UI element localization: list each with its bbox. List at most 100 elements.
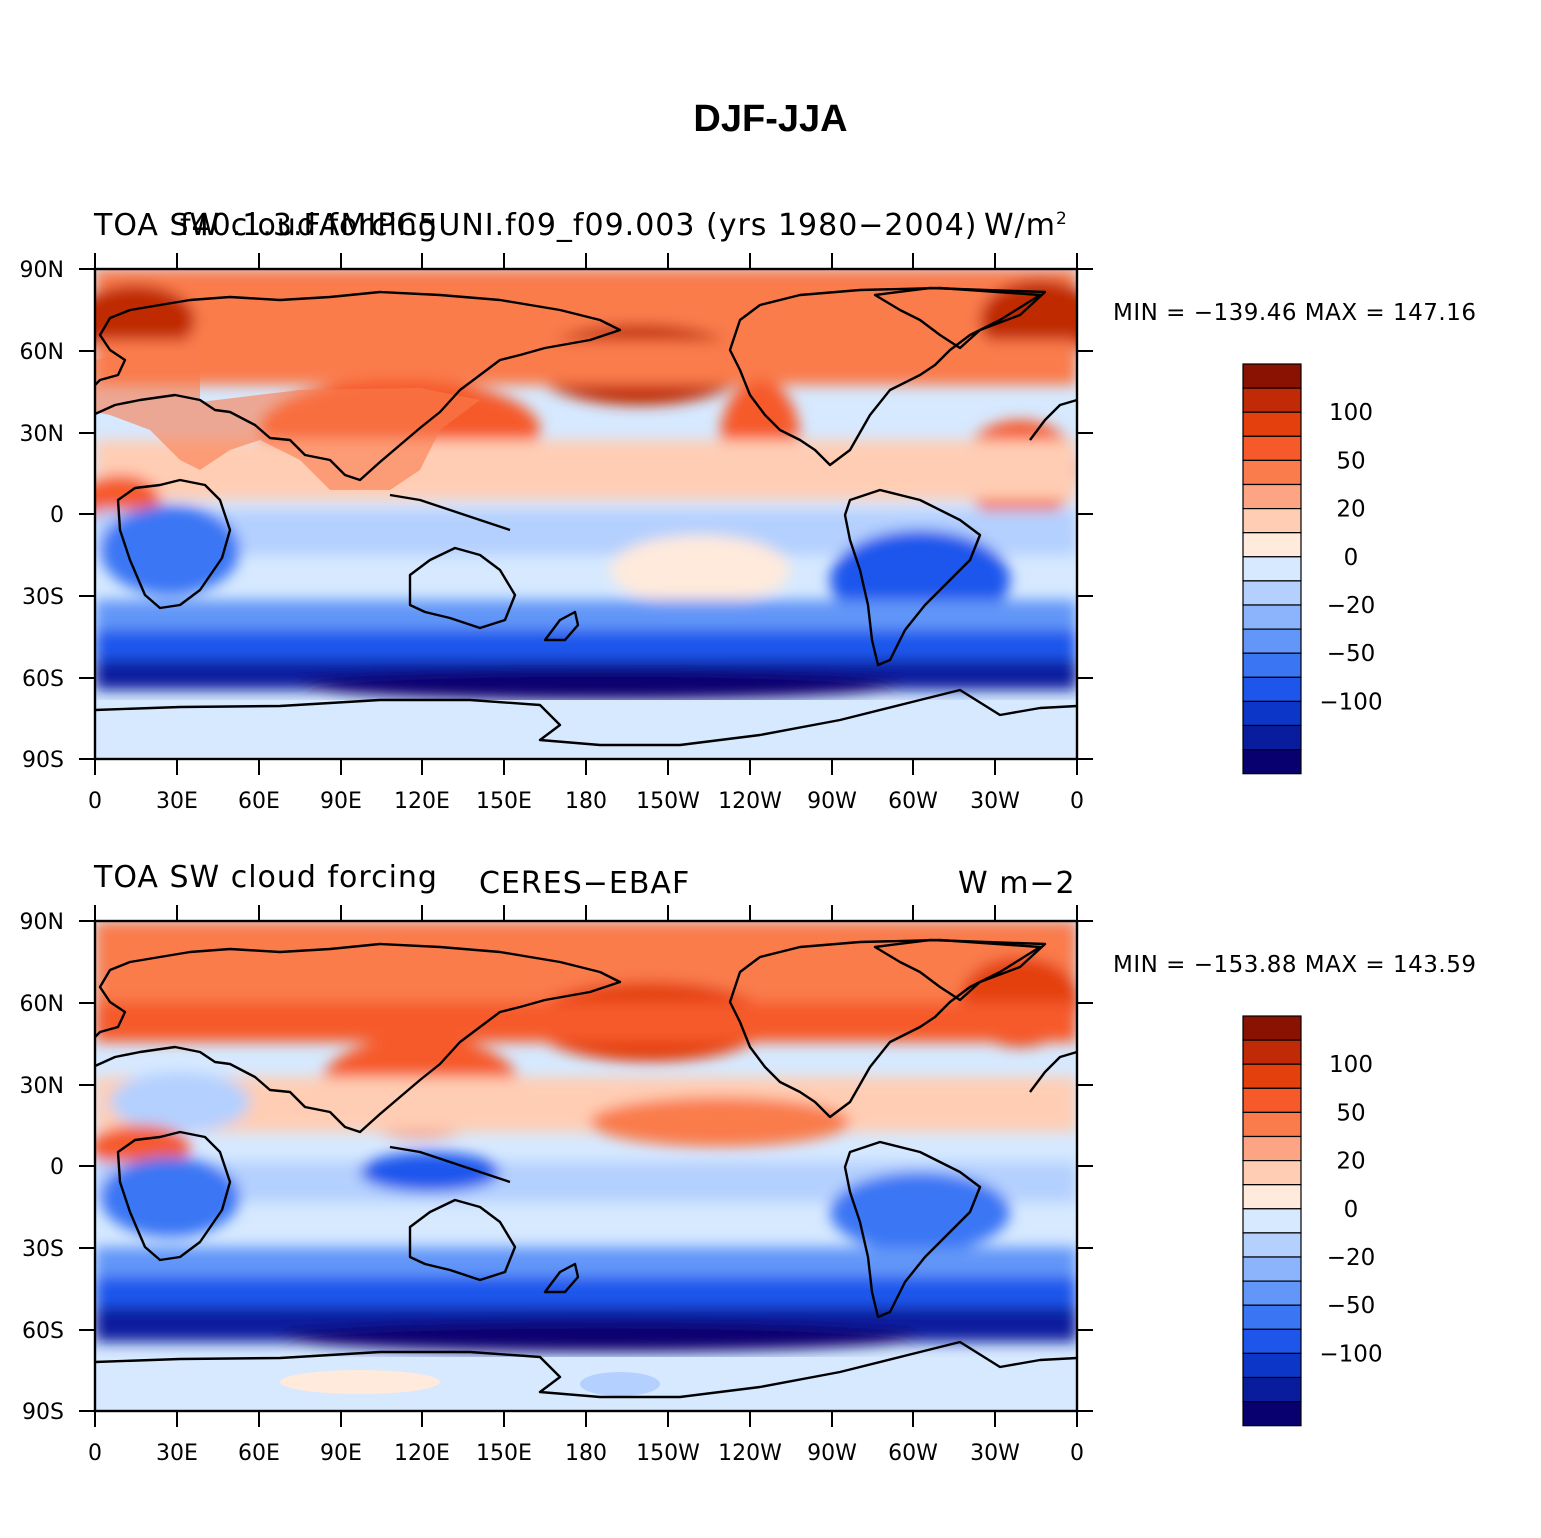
colorbar-swatch [1242,483,1302,510]
x-tick-label: 150E [476,1441,532,1466]
y-tick-label: 30S [22,1237,64,1262]
colorbar-swatch [1242,1232,1302,1258]
panel-model: TOA SW cloud forcing f40.1.3.FAMIPC5UNI.… [0,200,1541,860]
y-tick-label: 0 [50,503,64,528]
colorbar-swatch [1242,1135,1302,1162]
colorbar-swatch [1242,1160,1302,1186]
axis-ticks [79,905,1093,1427]
y-tick-label: 90N [20,910,64,935]
x-tick-label: 150W [636,789,700,814]
x-tick-label: 180 [565,789,607,814]
colorbar-swatch [1242,1400,1302,1427]
panel-units: W m−2 [958,866,1076,901]
colorbar-swatch [1242,1352,1302,1379]
colorbar-swatch [1242,748,1302,775]
colorbar-swatch [1242,1256,1302,1282]
panel-left-title: TOA SW cloud forcing [94,860,438,895]
y-tick-label: 90S [22,1400,64,1425]
colorbar-swatch [1242,1184,1302,1210]
y-tick-label: 30S [22,585,64,610]
x-tick-label: 60E [238,1441,280,1466]
x-tick-label: 60E [238,789,280,814]
colorbar-swatch [1242,724,1302,751]
colorbar-swatch [1242,1063,1302,1089]
y-tick-label: 90S [22,748,64,773]
y-tick-label: 30N [20,422,64,447]
y-tick-label: 90N [20,258,64,283]
coastlines [94,286,1078,747]
colorbar-label: 20 [1336,1149,1365,1175]
y-tick-label: 30N [20,1074,64,1099]
colorbar-swatch [1242,459,1302,486]
colorbar-swatch [1242,580,1302,606]
contour-field [95,269,1077,759]
colorbar-label: 50 [1336,448,1365,474]
colorbar-swatch [1242,556,1302,582]
colorbar-swatch [1242,1328,1302,1354]
x-tick-label: 30W [970,789,1020,814]
x-tick-label: 120E [394,1441,450,1466]
x-tick-label: 180 [565,1441,607,1466]
contour-field [95,921,1077,1411]
colorbar-label: 100 [1329,1052,1373,1078]
colorbar-label: −20 [1327,593,1376,619]
colorbar-label: −50 [1327,641,1376,667]
x-tick-label: 120W [718,1441,782,1466]
colorbar-label: 0 [1344,1197,1359,1223]
panel-left-title: TOA SW cloud forcing [94,208,438,243]
colorbar-label: −100 [1319,1341,1382,1367]
min-max-label: MIN = −139.46 MAX = 147.16 [1113,300,1477,326]
panel-obs: TOA SW cloud forcing CERES−EBAF W m−2 MI… [0,852,1541,1512]
colorbar-swatch [1242,508,1302,534]
colorbar-label: 20 [1336,497,1365,523]
y-tick-label: 60N [20,992,64,1017]
y-tick-label: 60S [22,1319,64,1344]
colorbar-swatch [1242,411,1302,437]
y-tick-label: 60N [20,340,64,365]
colorbar-swatch [1242,652,1302,678]
x-tick-label: 120W [718,789,782,814]
colorbar-swatch [1242,700,1302,727]
colorbar-label: 0 [1344,545,1359,571]
x-tick-label: 30E [156,789,198,814]
x-tick-label: 150W [636,1441,700,1466]
x-tick-label: 0 [88,789,102,814]
colorbar-label: 50 [1336,1100,1365,1126]
x-tick-label: 90E [320,1441,362,1466]
x-tick-label: 30E [156,1441,198,1466]
map-svg: 0 30E 60E 90E 120E 150E 180 150W 120W 90… [20,253,1383,814]
axis-ticks [79,253,1093,775]
x-tick-label: 90E [320,789,362,814]
coastlines [94,938,1078,1399]
x-tick-label: 60W [888,789,938,814]
colorbar: 100 50 20 0 −20 −50 −100 [1242,1015,1383,1427]
x-tick-label: 0 [88,1441,102,1466]
colorbar-swatch [1242,1015,1302,1041]
x-tick-label: 60W [888,1441,938,1466]
x-tick-label: 120E [394,789,450,814]
x-tick-label: 30W [970,1441,1020,1466]
colorbar-swatch [1242,532,1302,558]
x-tick-label: 0 [1070,1441,1084,1466]
y-tick-label: 60S [22,667,64,692]
colorbar-swatch [1242,1087,1302,1114]
x-tick-label: 90W [807,789,857,814]
colorbar-swatch [1242,387,1302,413]
map-svg: 0 30E 60E 90E 120E 150E 180 150W 120W 90… [20,905,1383,1466]
x-tick-label: 150E [476,789,532,814]
colorbar-swatch [1242,435,1302,462]
colorbar-swatch [1242,604,1302,630]
y-tick-label: 0 [50,1155,64,1180]
panel-units: W/m2 [984,208,1068,243]
colorbar-swatch [1242,1280,1302,1306]
min-max-label: MIN = −153.88 MAX = 143.59 [1113,952,1477,978]
colorbar-label: −50 [1327,1293,1376,1319]
x-tick-label: 90W [807,1441,857,1466]
colorbar-swatch [1242,1208,1302,1234]
colorbar-swatch [1242,1111,1302,1138]
colorbar-label: −100 [1319,689,1382,715]
colorbar-swatch [1242,1304,1302,1330]
colorbar-swatch [1242,676,1302,702]
colorbar-label: 100 [1329,400,1373,426]
colorbar-swatch [1242,1376,1302,1403]
